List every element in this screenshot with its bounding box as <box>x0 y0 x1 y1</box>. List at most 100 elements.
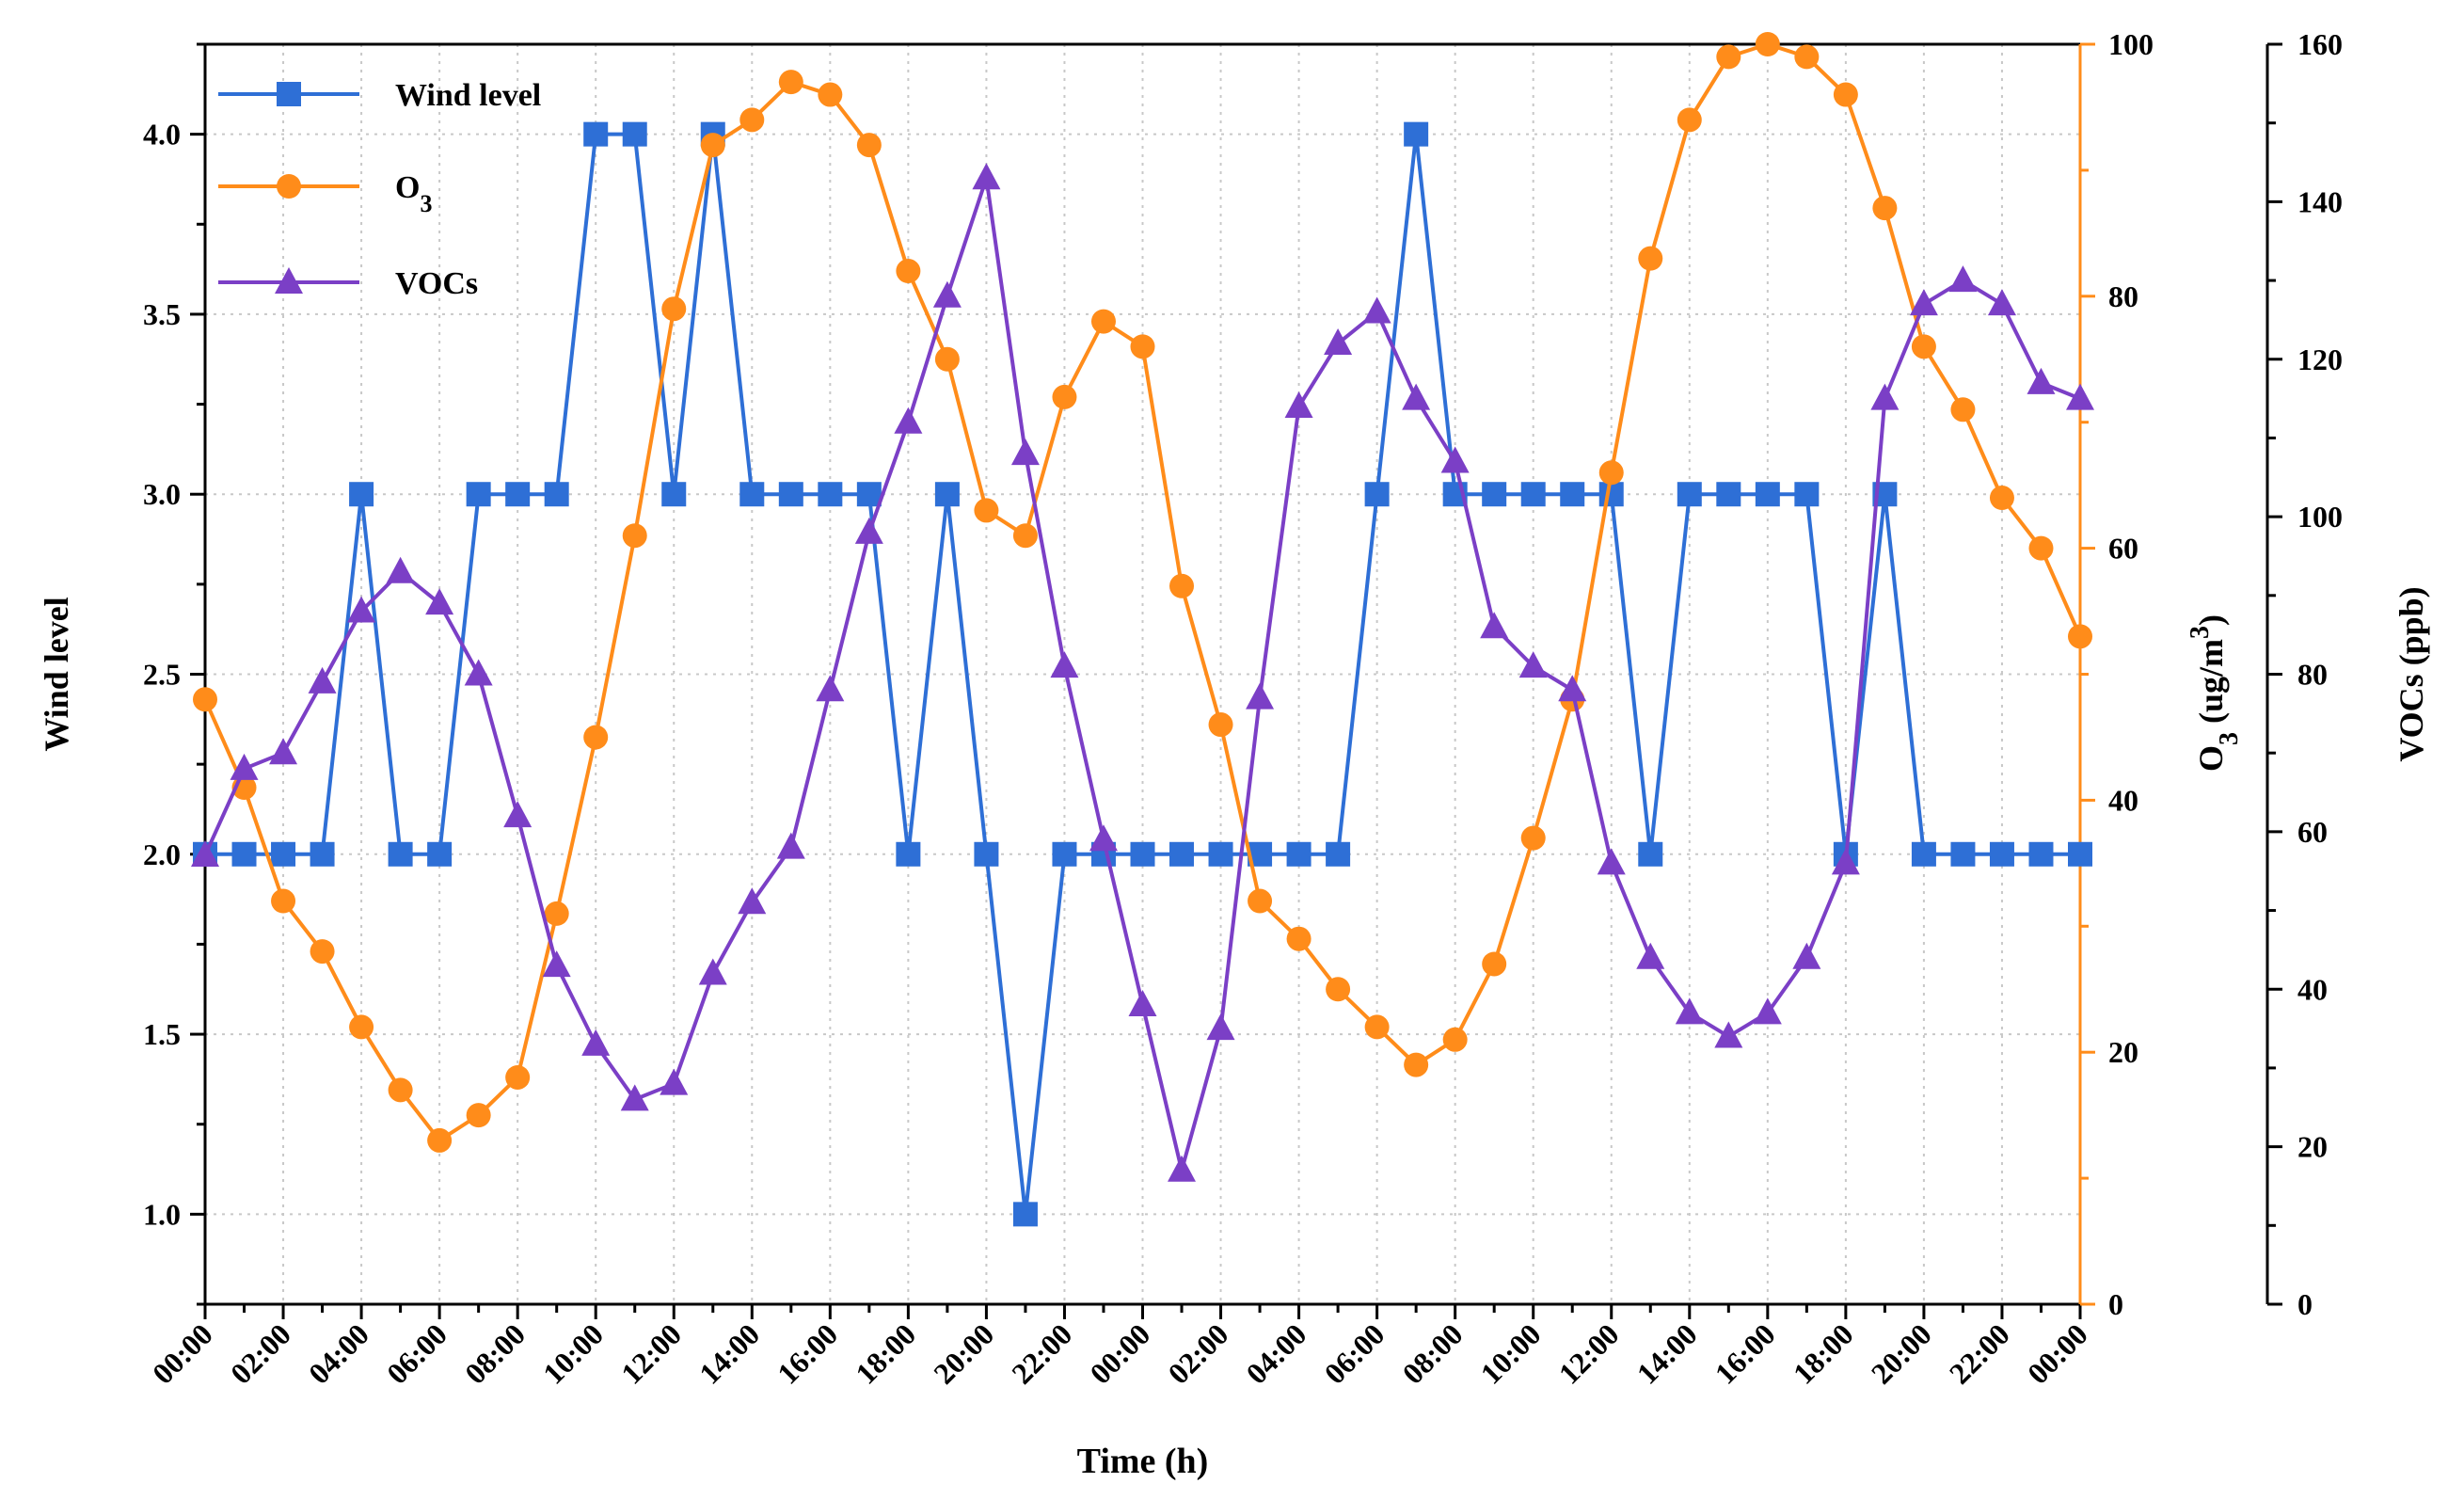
data-point <box>466 482 491 507</box>
o3-tick-label: 80 <box>2108 279 2138 313</box>
data-point <box>1010 439 1040 466</box>
data-point <box>1482 951 1507 977</box>
data-point <box>427 1127 453 1153</box>
data-point <box>1168 1155 1197 1182</box>
data-point <box>466 1103 491 1128</box>
vocs-tick-label: 80 <box>2297 658 2328 692</box>
x-tick-label: 00:00 <box>2021 1316 2094 1390</box>
data-point <box>464 659 493 686</box>
x-tick-label: 04:00 <box>1239 1316 1312 1390</box>
data-point <box>1558 675 1587 702</box>
data-point <box>544 901 569 926</box>
data-point <box>1169 573 1195 598</box>
data-point <box>1052 384 1077 409</box>
data-point <box>818 482 843 507</box>
vocs-tick-label: 140 <box>2297 184 2343 218</box>
data-point <box>583 725 609 750</box>
data-point <box>1206 1013 1235 1041</box>
data-point <box>1480 612 1509 639</box>
data-point <box>427 841 453 867</box>
data-point <box>776 832 805 859</box>
x-tick-label: 16:00 <box>1709 1316 1782 1390</box>
data-point <box>1950 397 1976 423</box>
legend-entry: Wind level <box>218 78 541 113</box>
left-tick-label: 1.5 <box>143 1017 181 1051</box>
x-tick-label: 10:00 <box>1473 1316 1547 1390</box>
x-tick-label: 10:00 <box>536 1316 610 1390</box>
legend-entry: VOCs <box>218 266 478 301</box>
data-point <box>1050 651 1079 678</box>
data-point <box>1638 246 1663 271</box>
data-point <box>1012 1202 1038 1227</box>
data-point <box>739 107 765 133</box>
data-point <box>1364 482 1390 507</box>
data-point <box>1326 841 1351 867</box>
data-point <box>544 482 569 507</box>
data-point <box>1012 523 1038 549</box>
data-point <box>1404 121 1429 147</box>
data-point <box>972 163 1001 190</box>
x-tick-label: 08:00 <box>458 1316 532 1390</box>
data-point <box>856 482 882 507</box>
data-point <box>271 888 296 914</box>
data-point <box>1518 651 1548 678</box>
data-point <box>231 841 257 867</box>
x-tick-label: 02:00 <box>1161 1316 1234 1390</box>
data-point <box>1404 1052 1429 1077</box>
x-tick-label: 12:00 <box>1551 1316 1625 1390</box>
x-tick-label: 00:00 <box>146 1316 219 1390</box>
data-point <box>974 841 999 867</box>
x-tick-label: 06:00 <box>380 1316 453 1390</box>
data-point <box>1520 825 1546 851</box>
data-point <box>1597 848 1626 875</box>
series-layer <box>191 32 2094 1227</box>
data-point <box>896 841 921 867</box>
data-point <box>1598 460 1624 486</box>
data-point <box>2068 624 2092 649</box>
data-point <box>1870 383 1900 410</box>
data-point <box>1636 942 1665 969</box>
x-tick-label: 18:00 <box>1787 1316 1860 1390</box>
data-point <box>310 939 335 965</box>
left-tick-label: 4.0 <box>143 118 181 151</box>
left-tick-label: 3.0 <box>143 477 181 511</box>
vocs-axis-label: VOCs (ppb) <box>2392 586 2430 761</box>
data-point <box>1948 265 1978 293</box>
o3-tick-label: 60 <box>2108 532 2138 566</box>
legend-marker <box>275 267 303 294</box>
data-point <box>934 482 960 507</box>
o3-tick-label: 20 <box>2108 1035 2138 1069</box>
data-point <box>1128 989 1157 1016</box>
data-point <box>1052 841 1077 867</box>
data-point <box>896 259 921 284</box>
legend-label: VOCs <box>395 266 478 301</box>
vocs-tick-label: 60 <box>2297 815 2328 849</box>
data-point <box>505 1064 531 1090</box>
data-point <box>1987 289 2016 316</box>
data-point <box>1598 482 1624 507</box>
x-tick-label: 14:00 <box>692 1316 766 1390</box>
data-point <box>191 839 219 867</box>
data-point <box>1208 841 1233 867</box>
data-point <box>542 950 571 978</box>
data-point <box>1911 334 1936 359</box>
data-point <box>388 841 413 867</box>
data-point <box>932 280 962 308</box>
data-point <box>1677 482 1702 507</box>
data-point <box>1248 888 1273 914</box>
data-point <box>193 687 217 712</box>
vocs-tick-label: 120 <box>2297 343 2343 376</box>
data-point <box>1089 824 1118 852</box>
data-point <box>1716 482 1741 507</box>
data-point <box>1989 841 2014 867</box>
x-tick-label: 00:00 <box>1083 1316 1156 1390</box>
data-point <box>974 498 999 523</box>
o3-axis-label: O3 (ug/m3) <box>2186 614 2244 772</box>
legend-entry: O3 <box>218 170 432 217</box>
x-tick-label: 20:00 <box>1865 1316 1938 1390</box>
data-point <box>1440 446 1470 473</box>
legend-marker <box>277 82 301 106</box>
vocs-tick-label: 20 <box>2297 1130 2328 1164</box>
